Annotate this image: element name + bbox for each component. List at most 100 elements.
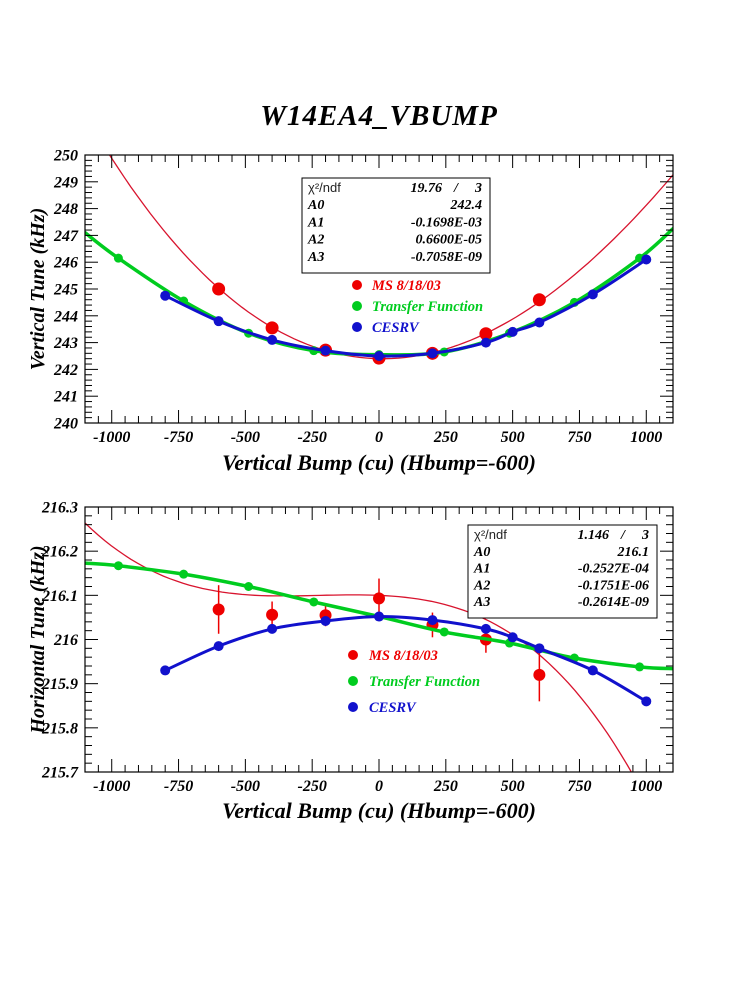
y-tick-label: 241 bbox=[53, 389, 78, 406]
legend-label: Transfer Function bbox=[369, 674, 480, 690]
legend-marker bbox=[348, 702, 358, 712]
param-value: 242.4 bbox=[450, 198, 483, 213]
param-value: 216.1 bbox=[617, 545, 650, 560]
data-point bbox=[479, 327, 493, 341]
legend-label: CESRV bbox=[369, 700, 417, 716]
x-tick-label: 0 bbox=[375, 429, 383, 446]
x-ticks bbox=[84, 507, 674, 772]
legend: MS 8/18/03 Transfer Function CESRV bbox=[348, 648, 480, 716]
y-tick-label: 240 bbox=[53, 416, 78, 433]
legend-marker bbox=[348, 650, 358, 660]
series-ms-8-18-03 bbox=[84, 522, 633, 773]
legend-label: CESRV bbox=[372, 320, 420, 336]
data-point bbox=[309, 597, 319, 607]
legend-marker bbox=[352, 301, 362, 311]
y-tick-label: 245 bbox=[53, 282, 78, 299]
x-tick-label: 250 bbox=[433, 429, 458, 446]
y-tick-label: 215.9 bbox=[41, 676, 78, 693]
chi2-slash: / bbox=[453, 181, 459, 196]
chi2-value: 19.76 bbox=[411, 181, 443, 196]
fit-stats-box: χ²/ndf 19.76 / 3 A0 242.4 A1 -0.1698E-03 A2 0.660… bbox=[301, 177, 491, 274]
param-value: -0.1698E-03 bbox=[411, 215, 482, 230]
param-name: A1 bbox=[307, 215, 324, 230]
param-name: A1 bbox=[473, 562, 490, 577]
x-tick-label: 1000 bbox=[630, 429, 662, 446]
param-value: -0.1751E-06 bbox=[578, 578, 649, 593]
x-tick-label: -250 bbox=[298, 778, 327, 795]
legend-label: MS 8/18/03 bbox=[368, 648, 438, 664]
legend-label: Transfer Function bbox=[372, 299, 483, 315]
x-tick-label: -750 bbox=[164, 778, 193, 795]
data-point bbox=[533, 668, 546, 681]
x-axis-title: Vertical Bump (cu) (Hbump=-600) bbox=[222, 450, 536, 475]
x-tick-label: 250 bbox=[433, 778, 458, 795]
y-tick-label: 242 bbox=[53, 362, 78, 379]
param-value: 0.6600E-05 bbox=[416, 233, 483, 248]
data-point bbox=[113, 561, 123, 571]
data-point bbox=[267, 623, 278, 634]
y-axis-title: Vertical Tune (kHz) bbox=[27, 208, 49, 371]
x-tick-label: 500 bbox=[501, 429, 525, 446]
data-point bbox=[373, 592, 385, 605]
y-tick-label: 215.8 bbox=[41, 720, 78, 737]
chi2-label: χ²/ndf bbox=[308, 180, 341, 195]
data-point bbox=[641, 696, 652, 707]
y-axis-title: Horizontal Tune (kHz) bbox=[27, 545, 49, 734]
data-point bbox=[113, 253, 123, 263]
y-tick-label: 250 bbox=[53, 148, 78, 165]
data-point bbox=[439, 627, 449, 637]
x-tick-label: -1000 bbox=[93, 778, 130, 795]
param-name: A2 bbox=[473, 578, 490, 593]
data-point bbox=[641, 254, 652, 265]
data-point bbox=[160, 665, 171, 676]
data-point bbox=[320, 615, 331, 626]
y-tick-label: 248 bbox=[53, 201, 78, 218]
x-tick-label: -1000 bbox=[93, 429, 130, 446]
legend: MS 8/18/03 Transfer Function CESRV bbox=[352, 278, 483, 336]
chi2-ndf: 3 bbox=[474, 181, 482, 196]
data-point bbox=[427, 615, 438, 626]
chi2-value: 1.146 bbox=[578, 528, 610, 543]
data-point bbox=[179, 569, 189, 579]
page-title: W14EA4_VBUMP bbox=[260, 100, 498, 132]
series-cesrv bbox=[160, 611, 652, 707]
data-point bbox=[320, 345, 331, 356]
data-point bbox=[267, 334, 278, 345]
chi2-slash: / bbox=[620, 528, 626, 543]
x-tick-label: 750 bbox=[567, 429, 591, 446]
x-tick-label: 0 bbox=[375, 778, 383, 795]
chart-bottom: -1000 -750 -500 -250 0 250 500 750 1000 215.7 215.… bbox=[27, 500, 674, 823]
x-axis-title: Vertical Bump (cu) (Hbump=-600) bbox=[222, 798, 536, 823]
data-point bbox=[160, 290, 171, 301]
param-value: -0.7058E-09 bbox=[411, 250, 482, 265]
data-point bbox=[534, 643, 545, 654]
param-name: A2 bbox=[307, 233, 324, 248]
fit-stats-box: χ²/ndf 1.146 / 3 A0 216.1 A1 -0.2527E-04 A2 -0.17… bbox=[467, 524, 658, 619]
y-tick-label: 216.3 bbox=[41, 500, 78, 517]
data-point bbox=[480, 337, 491, 348]
y-ticks bbox=[85, 154, 673, 424]
x-tick-label: -500 bbox=[231, 778, 260, 795]
data-point bbox=[427, 348, 438, 359]
legend-marker bbox=[352, 322, 362, 332]
chart-top: -1000 -750 -500 -250 0 250 500 750 1000 240 241 242… bbox=[27, 148, 674, 475]
data-point bbox=[374, 351, 384, 361]
y-tick-label: 244 bbox=[53, 308, 78, 325]
x-tick-label: 1000 bbox=[630, 778, 662, 795]
x-tick-label: 750 bbox=[567, 778, 591, 795]
data-point bbox=[532, 293, 546, 307]
x-tick-label: 500 bbox=[501, 778, 525, 795]
param-name: A0 bbox=[307, 198, 324, 213]
y-tick-label: 216 bbox=[53, 632, 78, 649]
param-name: A3 bbox=[473, 595, 490, 610]
data-point bbox=[265, 321, 279, 335]
x-tick-label: -500 bbox=[231, 429, 260, 446]
y-tick-label: 243 bbox=[53, 335, 78, 352]
y-tick-label: 215.7 bbox=[41, 765, 79, 782]
data-point bbox=[507, 326, 518, 337]
y-tick-label: 246 bbox=[53, 255, 78, 272]
data-point bbox=[213, 316, 224, 327]
y-tick-label: 216.1 bbox=[41, 588, 78, 605]
data-point bbox=[374, 611, 384, 622]
